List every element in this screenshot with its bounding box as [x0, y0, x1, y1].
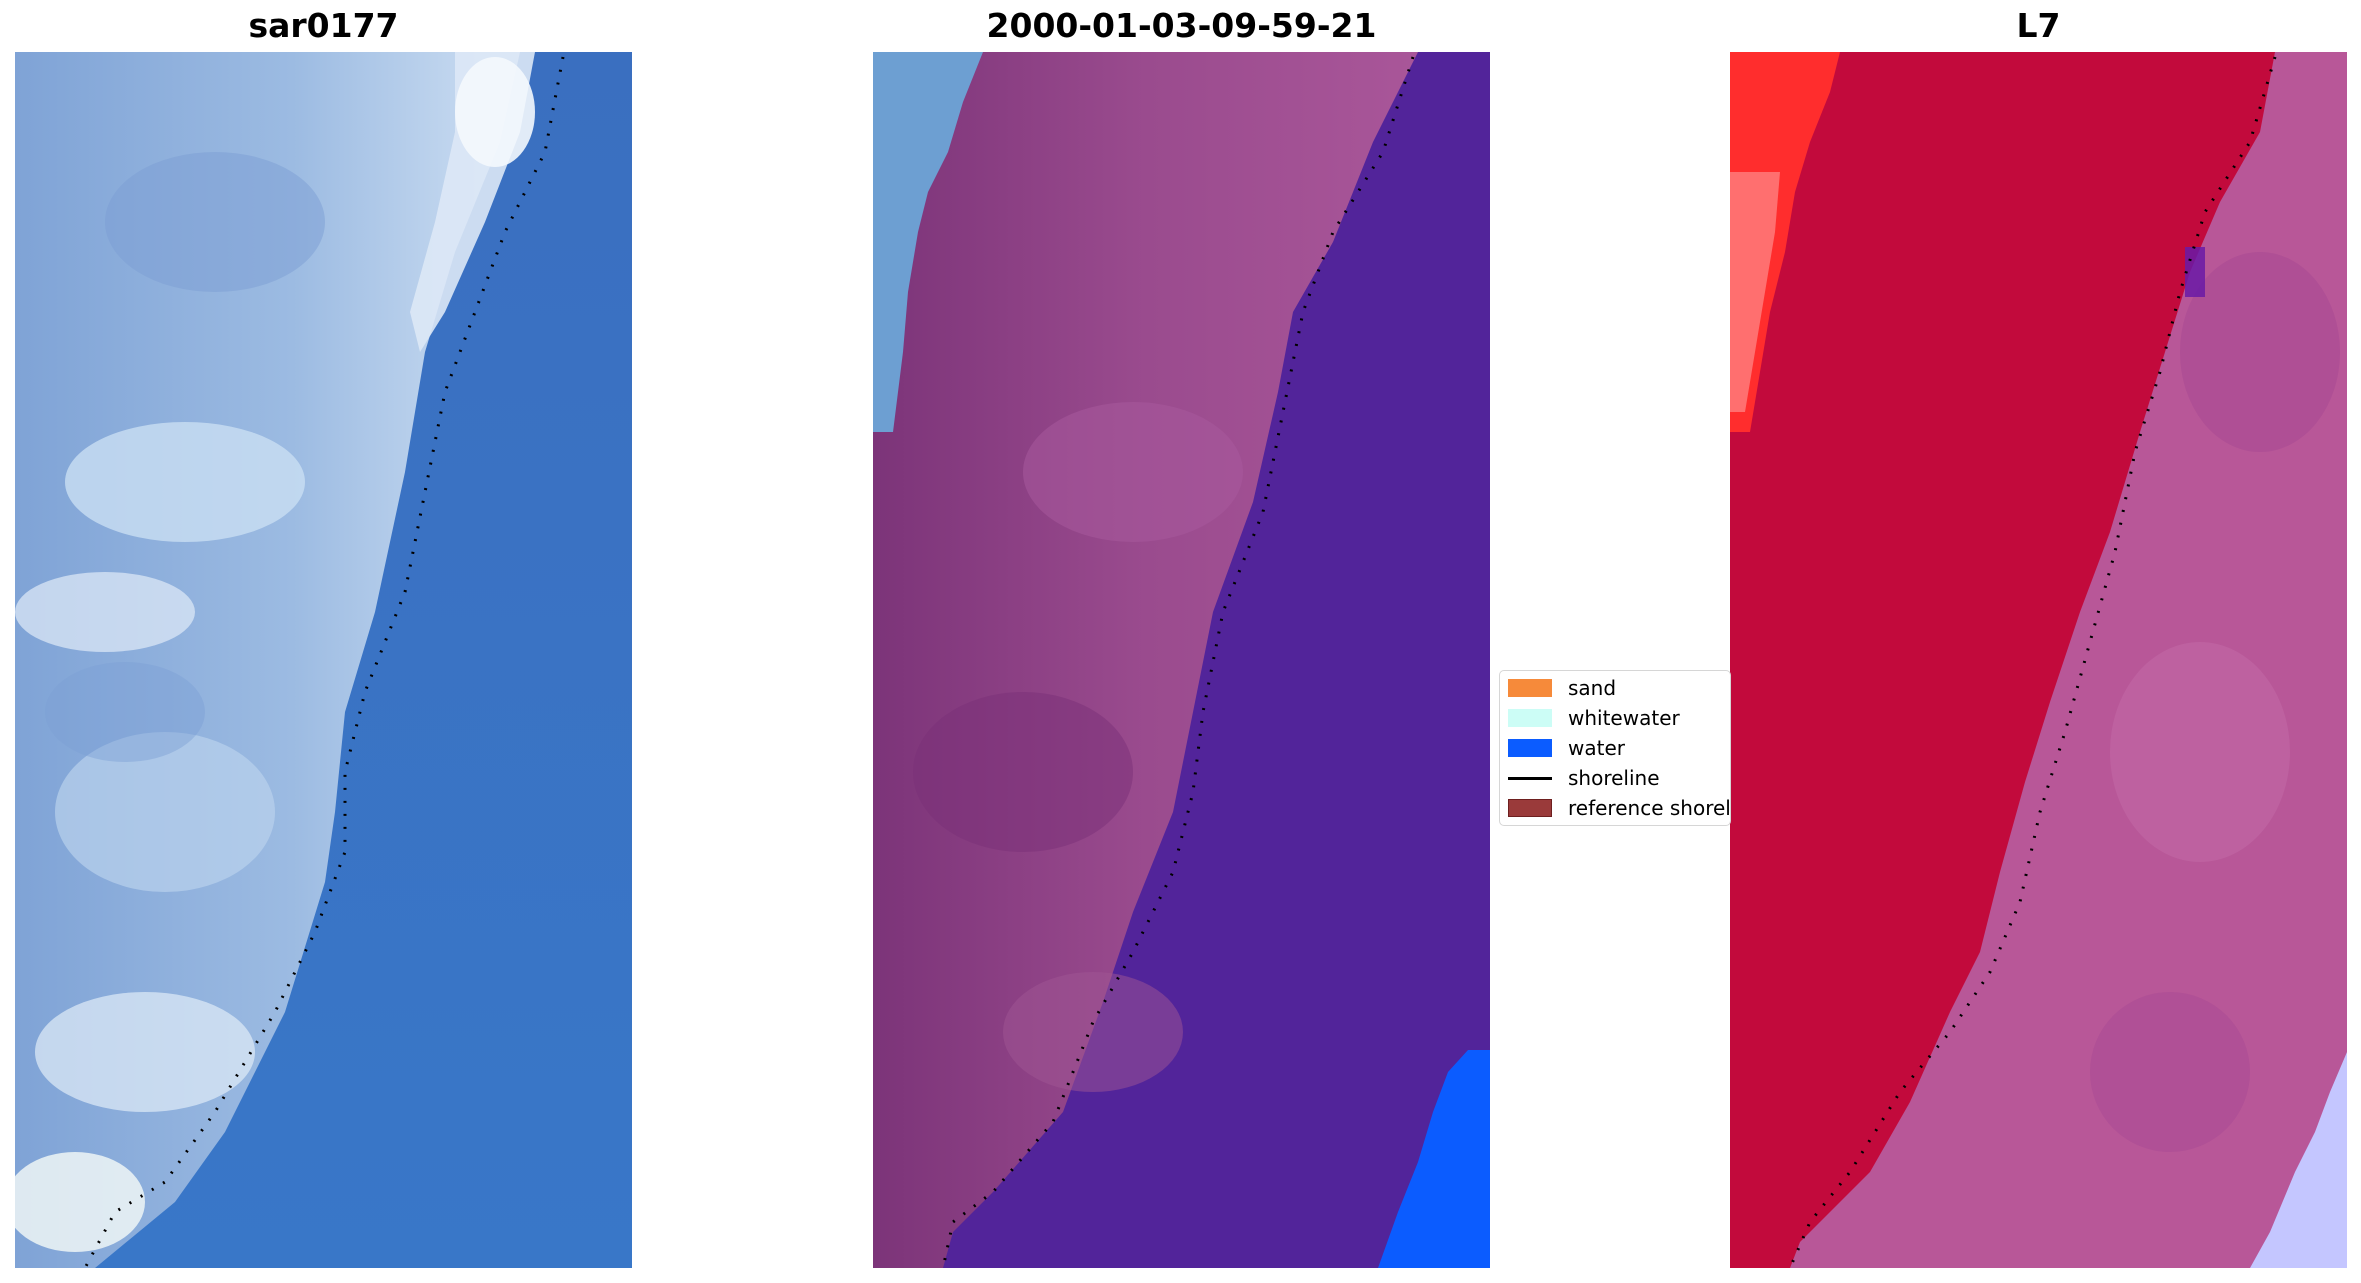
legend-swatch-sand [1508, 679, 1552, 697]
classified-left-edge [873, 52, 983, 432]
legend-item-reference-shoreline: reference shoreline [1508, 796, 1731, 820]
legend-label-reference-shoreline: reference shoreline [1568, 796, 1731, 820]
rgb-dark-spot [45, 662, 205, 762]
falsecolor-sea-bottom [2250, 1052, 2347, 1268]
falsecolor-sea-spot [2180, 252, 2340, 452]
falsecolor-image [1730, 52, 2347, 1268]
classified-image-panel [873, 52, 1490, 1268]
classified-water-bottom [1378, 1050, 1490, 1268]
rgb-image [15, 52, 632, 1268]
classified-land-area [873, 52, 1418, 1268]
rgb-bright-spot [455, 57, 535, 167]
classified-land-spot [1003, 972, 1183, 1092]
rgb-image-panel [15, 52, 632, 1268]
falsecolor-land-area [1730, 52, 2275, 1268]
legend: sand whitewater water shoreline referenc… [1499, 670, 1731, 826]
classified-image [873, 52, 1490, 1268]
rgb-bright-spot [65, 422, 305, 542]
panel-title-classified: 2000-01-03-09-59-21 [986, 6, 1377, 45]
rgb-dark-spot [105, 152, 325, 292]
falsecolor-image-panel [1730, 52, 2347, 1268]
rgb-bright-spot [15, 1152, 145, 1252]
legend-item-water: water [1508, 736, 1625, 760]
legend-item-shoreline: shoreline [1508, 766, 1660, 790]
legend-label-whitewater: whitewater [1568, 706, 1680, 730]
rgb-land-area [15, 52, 520, 1268]
legend-label-shoreline: shoreline [1568, 766, 1660, 790]
legend-swatch-reference-shoreline [1508, 799, 1552, 817]
panel-title-falsecolor: L7 [2016, 6, 2061, 45]
legend-swatch-shoreline [1508, 776, 1552, 780]
falsecolor-dark-mark [2185, 247, 2205, 297]
falsecolor-sea-spot [2090, 992, 2250, 1152]
legend-item-whitewater: whitewater [1508, 706, 1680, 730]
classified-land-spot [1023, 402, 1243, 542]
legend-label-water: water [1568, 736, 1625, 760]
legend-item-sand: sand [1508, 676, 1617, 700]
rgb-bright-spot [15, 572, 195, 652]
legend-swatch-water [1508, 739, 1552, 757]
falsecolor-sea-spot [2110, 642, 2290, 862]
classified-land-spot [913, 692, 1133, 852]
falsecolor-shoreline [1788, 56, 2277, 1268]
legend-label-sand: sand [1568, 676, 1617, 700]
panel-title-rgb: sar0177 [248, 6, 399, 45]
rgb-bright-spot [35, 992, 255, 1112]
legend-swatch-whitewater [1508, 709, 1552, 727]
falsecolor-corner-light [1730, 172, 1780, 412]
rgb-bright-spot [55, 732, 275, 892]
